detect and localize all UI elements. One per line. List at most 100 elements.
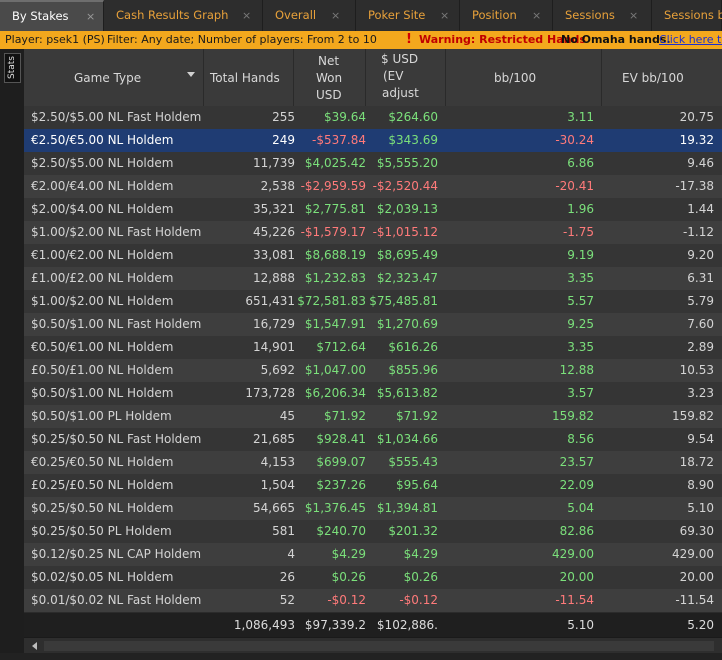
cell-ev-adjusted: $2,039.13	[376, 202, 438, 216]
table-row[interactable]: $0.25/$0.50 NL Fast Holdem 21,685 $928.41 $…	[24, 428, 722, 451]
cell-total-hands: 14,901	[253, 340, 295, 354]
click-here-link[interactable]: Click here to	[659, 33, 722, 46]
total-ev-adjusted: $102,886.	[376, 618, 438, 632]
cell-bb100: 23.57	[559, 455, 594, 469]
cell-game-type: $2.00/$4.00 NL Holdem	[31, 202, 174, 216]
tab-overall[interactable]: Overall ×	[263, 0, 356, 31]
cell-game-type: $1.00/$2.00 NL Holdem	[31, 294, 174, 308]
close-icon[interactable]: ×	[440, 9, 450, 22]
col-net-won[interactable]: Net Won USD	[294, 49, 366, 106]
cell-ev-bb100: 6.31	[687, 271, 714, 285]
cell-game-type: $0.50/$1.00 NL Holdem	[31, 386, 174, 400]
cell-game-type: $0.50/$1.00 NL Fast Holdem	[31, 317, 202, 331]
table-row[interactable]: $0.02/$0.05 NL Holdem 26 $0.26 $0.26 20.00 20…	[24, 566, 722, 589]
close-icon[interactable]: ×	[86, 10, 96, 23]
col-ev-label-3: adjust	[382, 86, 419, 100]
total-ev-bb100: 5.20	[687, 618, 714, 632]
table-row[interactable]: $0.50/$1.00 PL Holdem 45 $71.92 $71.92 159.8…	[24, 405, 722, 428]
table-row[interactable]: $1.00/$2.00 NL Holdem 651,431 $72,581.83 $7…	[24, 290, 722, 313]
cell-total-hands: 52	[279, 593, 295, 607]
cell-game-type: €1.00/€2.00 NL Holdem	[31, 248, 174, 262]
tab-by-stakes[interactable]: By Stakes ×	[0, 0, 104, 31]
tab-sessions-b[interactable]: Sessions b	[652, 0, 722, 31]
close-icon[interactable]: ×	[242, 9, 252, 22]
cell-bb100: 9.19	[567, 248, 594, 262]
cell-ev-adjusted: $8,695.49	[376, 248, 438, 262]
cell-ev-adjusted: $75,485.81	[369, 294, 438, 308]
tab-poker-site[interactable]: Poker Site ×	[356, 0, 460, 31]
side-panel	[0, 49, 24, 660]
tab-cash-results-graph[interactable]: Cash Results Graph ×	[104, 0, 263, 31]
tab-label: Poker Site	[368, 8, 426, 22]
cell-total-hands: 12,888	[253, 271, 295, 285]
cell-net-won: $712.64	[316, 340, 366, 354]
close-icon[interactable]: ×	[331, 9, 341, 22]
table-row[interactable]: €2.00/€4.00 NL Holdem 2,538 -$2,959.59 -$2,…	[24, 175, 722, 198]
cell-ev-bb100: 7.60	[687, 317, 714, 331]
cell-ev-adjusted: $71.92	[396, 409, 438, 423]
cell-ev-adjusted: $4.29	[403, 547, 438, 561]
cell-bb100: 9.25	[567, 317, 594, 331]
cell-total-hands: 249	[272, 133, 295, 147]
table-row[interactable]: $2.50/$5.00 NL Holdem 11,739 $4,025.42 $5,5…	[24, 152, 722, 175]
table-row[interactable]: $0.25/$0.50 NL Holdem 54,665 $1,376.45 $1,3…	[24, 497, 722, 520]
cell-total-hands: 11,739	[253, 156, 295, 170]
close-icon[interactable]: ×	[629, 9, 639, 22]
cell-net-won: $39.64	[324, 110, 366, 124]
close-icon[interactable]: ×	[532, 9, 542, 22]
cell-ev-bb100: 69.30	[679, 524, 714, 538]
cell-ev-bb100: 10.53	[679, 363, 714, 377]
col-net-won-label-1: Net	[318, 54, 340, 68]
horizontal-scrollbar[interactable]	[24, 637, 722, 654]
col-ev-bb100[interactable]: EV bb/100	[602, 49, 722, 106]
cell-ev-bb100: 19.32	[679, 133, 714, 147]
cell-ev-adjusted: $343.69	[388, 133, 438, 147]
table-row[interactable]: $0.12/$0.25 NL CAP Holdem 4 $4.29 $4.29 429.…	[24, 543, 722, 566]
tab-position[interactable]: Position ×	[460, 0, 553, 31]
cell-net-won: $4,025.42	[304, 156, 366, 170]
table-row[interactable]: €0.50/€1.00 NL Holdem 14,901 $712.64 $616.2…	[24, 336, 722, 359]
col-net-won-label-3: USD	[316, 88, 342, 102]
table-row-selected[interactable]: €2.50/€5.00 NL Holdem 249 -$537.84 $343.69 -…	[24, 129, 722, 152]
scroll-left-icon[interactable]	[32, 642, 37, 650]
col-ev-label-2: (EV	[383, 69, 404, 83]
cell-total-hands: 54,665	[253, 501, 295, 515]
cell-total-hands: 255	[272, 110, 295, 124]
chevron-down-icon[interactable]	[187, 72, 195, 77]
cell-game-type: €2.50/€5.00 NL Holdem	[31, 133, 174, 147]
table-row[interactable]: $0.50/$1.00 NL Fast Holdem 16,729 $1,547.9…	[24, 313, 722, 336]
table-row[interactable]: £1.00/£2.00 NL Holdem 12,888 $1,232.83 $2,3…	[24, 267, 722, 290]
table-row[interactable]: $0.01/$0.02 NL Fast Holdem 52 -$0.12 -$0.12…	[24, 589, 722, 612]
cell-ev-adjusted: -$1,015.12	[372, 225, 438, 239]
total-net-won: $97,339.2	[304, 618, 366, 632]
cell-ev-bb100: -11.54	[675, 593, 714, 607]
cell-ev-adjusted: $855.96	[388, 363, 438, 377]
table-header: Game Type Total Hands Net Won USD $ USD …	[24, 49, 722, 107]
cell-bb100: -11.54	[555, 593, 594, 607]
table-row[interactable]: $0.25/$0.50 PL Holdem 581 $240.70 $201.32 82…	[24, 520, 722, 543]
table-row[interactable]: $2.50/$5.00 NL Fast Holdem 255 $39.64 $264.…	[24, 106, 722, 129]
cell-total-hands: 1,504	[260, 478, 295, 492]
table-row[interactable]: $2.00/$4.00 NL Holdem 35,321 $2,775.81 $2,0…	[24, 198, 722, 221]
cell-net-won: $0.26	[331, 570, 366, 584]
cell-net-won: $237.26	[316, 478, 366, 492]
col-ev-adjusted[interactable]: $ USD (EV adjust	[366, 49, 446, 106]
cell-ev-adjusted: $616.26	[388, 340, 438, 354]
tab-sessions[interactable]: Sessions ×	[553, 0, 652, 31]
col-total-hands[interactable]: Total Hands	[204, 49, 294, 106]
cell-game-type: $0.02/$0.05 NL Holdem	[31, 570, 174, 584]
col-game-type[interactable]: Game Type	[24, 49, 204, 106]
scrollbar-thumb[interactable]	[44, 641, 714, 651]
cell-ev-bb100: -17.38	[675, 179, 714, 193]
table-row[interactable]: €0.25/€0.50 NL Holdem 4,153 $699.07 $555.43…	[24, 451, 722, 474]
cell-bb100: 20.00	[559, 570, 594, 584]
table-row[interactable]: $1.00/$2.00 NL Fast Holdem 45,226 -$1,579.…	[24, 221, 722, 244]
table-row[interactable]: £0.50/£1.00 NL Holdem 5,692 $1,047.00 $855.…	[24, 359, 722, 382]
table-row[interactable]: $0.50/$1.00 NL Holdem 173,728 $6,206.34 $5,…	[24, 382, 722, 405]
cell-net-won: $1,376.45	[304, 501, 366, 515]
table-row[interactable]: €1.00/€2.00 NL Holdem 33,081 $8,688.19 $8,6…	[24, 244, 722, 267]
table-row[interactable]: £0.25/£0.50 NL Holdem 1,504 $237.26 $95.64 2…	[24, 474, 722, 497]
stats-side-tab[interactable]: Stats	[4, 53, 21, 83]
col-bb100[interactable]: bb/100	[446, 49, 602, 106]
col-total-hands-label: Total Hands	[210, 71, 280, 85]
